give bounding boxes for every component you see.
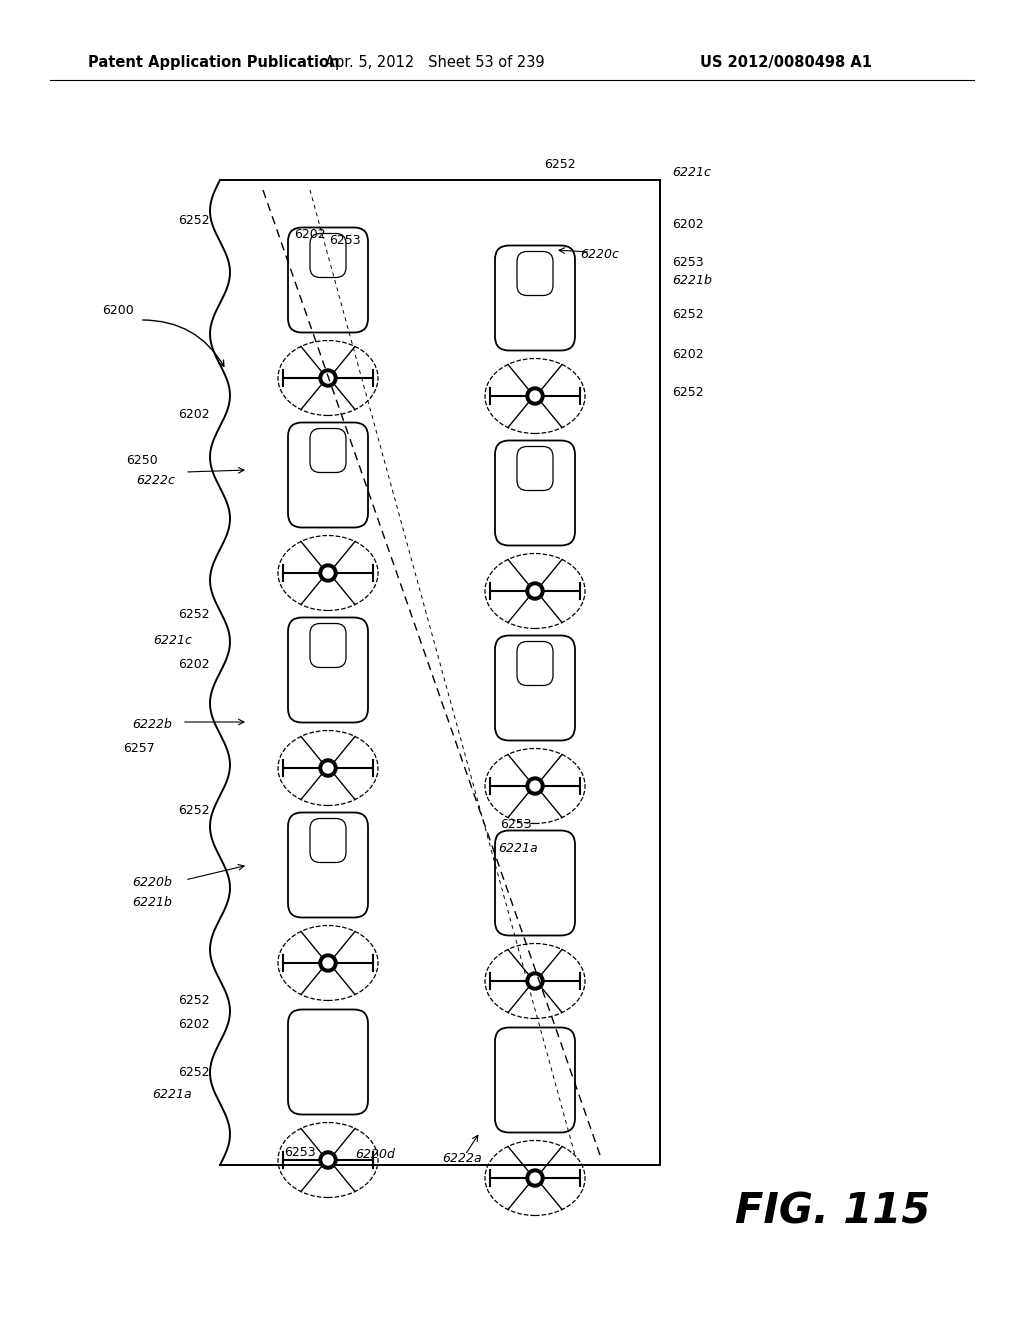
Circle shape: [319, 759, 337, 777]
Circle shape: [323, 568, 333, 578]
Text: Apr. 5, 2012   Sheet 53 of 239: Apr. 5, 2012 Sheet 53 of 239: [326, 54, 545, 70]
Text: 6253: 6253: [672, 256, 703, 268]
Text: 6221c: 6221c: [672, 165, 711, 178]
Text: 6202: 6202: [178, 408, 210, 421]
FancyBboxPatch shape: [495, 1027, 575, 1133]
Ellipse shape: [485, 359, 585, 433]
Text: 6252: 6252: [178, 994, 210, 1006]
Circle shape: [530, 391, 540, 401]
Text: 6222c: 6222c: [136, 474, 175, 487]
Text: FIG. 115: FIG. 115: [735, 1191, 931, 1233]
FancyBboxPatch shape: [288, 1010, 368, 1114]
Ellipse shape: [278, 730, 378, 805]
Text: 6221b: 6221b: [132, 895, 172, 908]
Text: 6252: 6252: [178, 214, 210, 227]
Text: 6250: 6250: [126, 454, 158, 466]
FancyBboxPatch shape: [495, 635, 575, 741]
Circle shape: [530, 586, 540, 597]
FancyBboxPatch shape: [495, 441, 575, 545]
Text: 6202: 6202: [178, 1019, 210, 1031]
Ellipse shape: [485, 1140, 585, 1216]
Circle shape: [323, 374, 333, 383]
Circle shape: [319, 564, 337, 582]
Ellipse shape: [485, 553, 585, 628]
Text: 6222b: 6222b: [132, 718, 172, 731]
Circle shape: [526, 972, 544, 990]
Text: 6202: 6202: [294, 228, 326, 242]
FancyBboxPatch shape: [288, 227, 368, 333]
Text: 6222a: 6222a: [442, 1151, 482, 1164]
Circle shape: [530, 781, 540, 791]
Text: Patent Application Publication: Patent Application Publication: [88, 54, 340, 70]
Text: 6252: 6252: [672, 309, 703, 322]
Ellipse shape: [278, 341, 378, 416]
Circle shape: [530, 975, 540, 986]
Text: 6252: 6252: [178, 804, 210, 817]
Text: 6202: 6202: [672, 348, 703, 362]
Ellipse shape: [485, 748, 585, 824]
Text: 6202: 6202: [178, 659, 210, 672]
Text: US 2012/0080498 A1: US 2012/0080498 A1: [700, 54, 872, 70]
Text: 6253: 6253: [329, 234, 360, 247]
FancyBboxPatch shape: [495, 246, 575, 351]
FancyBboxPatch shape: [310, 429, 346, 473]
Circle shape: [526, 387, 544, 405]
Circle shape: [323, 763, 333, 774]
Ellipse shape: [485, 944, 585, 1019]
FancyBboxPatch shape: [495, 830, 575, 936]
Text: 6221a: 6221a: [153, 1089, 193, 1101]
Ellipse shape: [278, 925, 378, 1001]
Text: 6252: 6252: [178, 1065, 210, 1078]
FancyBboxPatch shape: [288, 618, 368, 722]
Circle shape: [319, 1151, 337, 1170]
FancyBboxPatch shape: [310, 818, 346, 862]
Circle shape: [319, 954, 337, 972]
Circle shape: [526, 777, 544, 795]
Ellipse shape: [278, 536, 378, 610]
FancyBboxPatch shape: [310, 234, 346, 277]
Text: 6253: 6253: [285, 1146, 315, 1159]
Text: 6220b: 6220b: [132, 875, 172, 888]
Circle shape: [526, 1170, 544, 1187]
FancyBboxPatch shape: [288, 813, 368, 917]
Text: 6221a: 6221a: [498, 842, 538, 854]
FancyBboxPatch shape: [517, 252, 553, 296]
Text: 6221c: 6221c: [154, 634, 193, 647]
Text: 6253: 6253: [500, 818, 531, 832]
FancyBboxPatch shape: [310, 623, 346, 668]
Text: 6252: 6252: [544, 158, 575, 172]
Text: 6221b: 6221b: [672, 273, 712, 286]
FancyBboxPatch shape: [517, 642, 553, 685]
Text: 6200: 6200: [102, 304, 134, 317]
Circle shape: [530, 1173, 540, 1183]
FancyBboxPatch shape: [288, 422, 368, 528]
Circle shape: [323, 958, 333, 968]
Text: 6252: 6252: [672, 385, 703, 399]
Text: 6220d: 6220d: [355, 1148, 395, 1162]
Text: 6220c: 6220c: [580, 248, 618, 261]
Text: 6202: 6202: [672, 219, 703, 231]
Circle shape: [526, 582, 544, 601]
Text: 6252: 6252: [178, 609, 210, 622]
Ellipse shape: [278, 1122, 378, 1197]
FancyBboxPatch shape: [517, 446, 553, 491]
Text: 6257: 6257: [123, 742, 155, 755]
Circle shape: [319, 370, 337, 387]
Circle shape: [323, 1155, 333, 1166]
